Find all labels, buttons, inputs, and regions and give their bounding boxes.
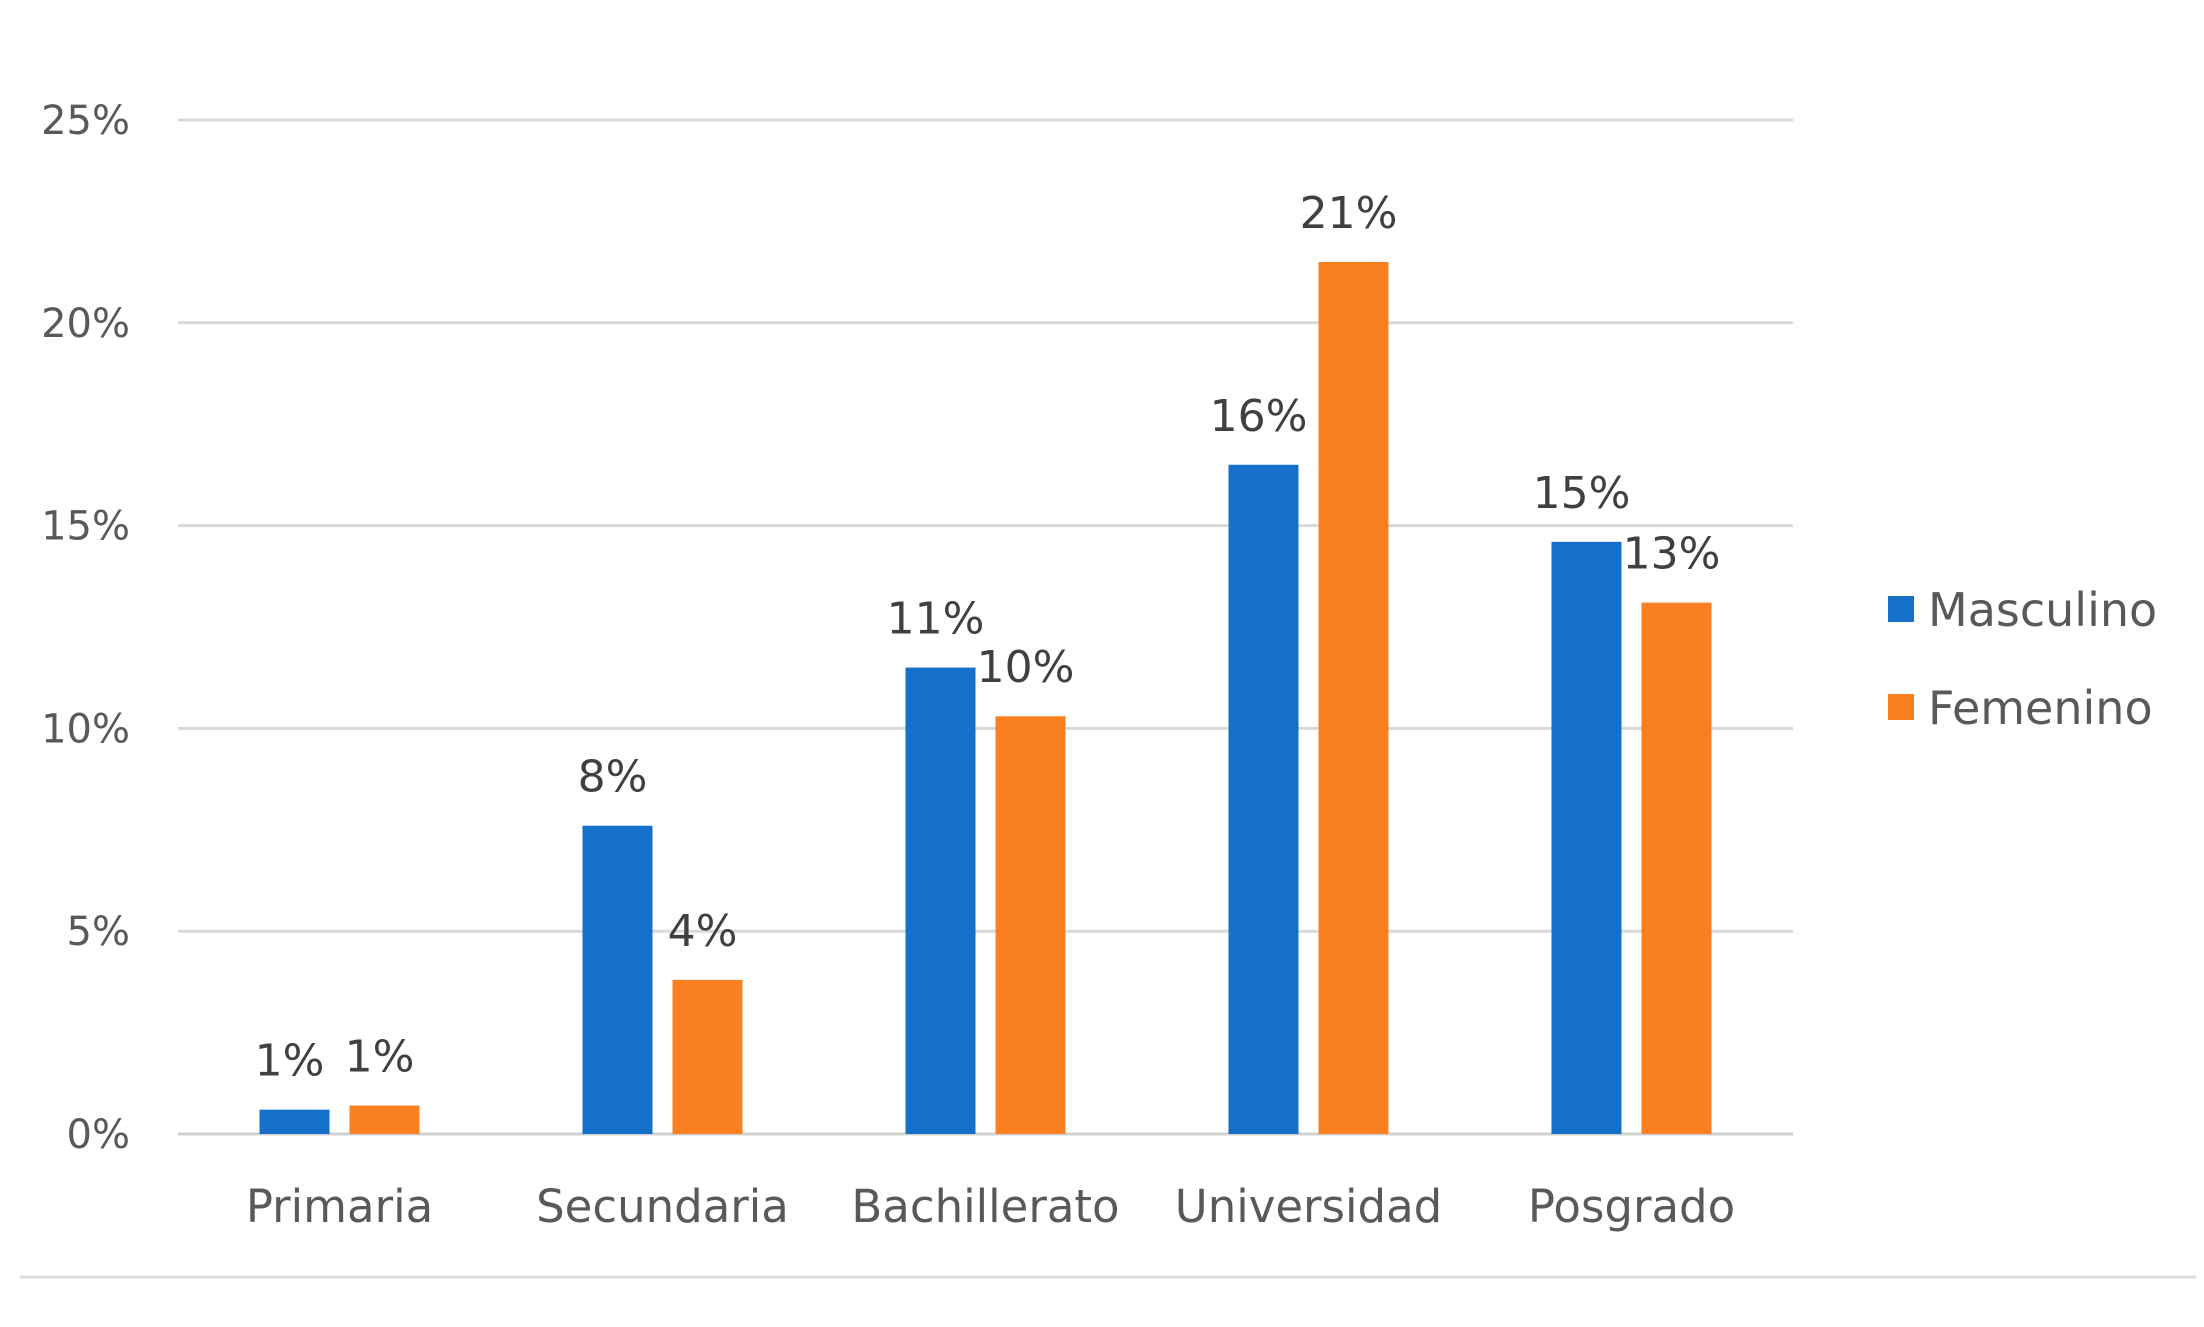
data-label: 1%	[345, 1032, 415, 1083]
y-tick-label: 10%	[41, 706, 130, 752]
bar-femenino-universidad	[1318, 261, 1389, 1135]
legend-swatch-femenino	[1888, 694, 1914, 720]
legend-swatch-masculino	[1888, 596, 1914, 622]
x-category-label: Secundaria	[536, 1180, 789, 1233]
legend-label-femenino: Femenino	[1928, 681, 2153, 735]
gridlines	[178, 118, 1793, 1136]
bar-masculino-primaria	[259, 1109, 330, 1134]
x-category-label: Posgrado	[1528, 1180, 1735, 1233]
data-label: 8%	[578, 752, 648, 803]
data-label: 4%	[668, 906, 738, 957]
bar-masculino-secundaria	[582, 825, 653, 1134]
x-category-label: Universidad	[1175, 1180, 1442, 1233]
bar-femenino-primaria	[349, 1105, 420, 1134]
legend-label-masculino: Masculino	[1928, 583, 2157, 637]
data-label: 10%	[977, 642, 1075, 693]
y-tick-label: 0%	[67, 1112, 130, 1158]
data-label: 21%	[1300, 188, 1398, 239]
bar-masculino-universidad	[1228, 464, 1299, 1134]
y-tick-label: 25%	[41, 98, 130, 144]
x-axis-category-labels: Primaria Secundaria Bachillerato Universida…	[246, 1180, 1735, 1233]
data-label: 13%	[1623, 529, 1721, 580]
y-tick-label: 20%	[41, 301, 130, 347]
data-label: 15%	[1533, 468, 1631, 519]
data-label: 1%	[255, 1036, 325, 1087]
x-category-label: Bachillerato	[851, 1180, 1119, 1233]
legend: Masculino Femenino	[1888, 583, 2157, 735]
y-tick-label: 5%	[67, 909, 130, 955]
data-labels: 1% 1% 8% 4% 11%10% 16% 21% 15% 13%	[255, 188, 1721, 1087]
bar-femenino-posgrado	[1641, 602, 1712, 1134]
bars	[259, 261, 1712, 1135]
bar-femenino-bachillerato	[995, 716, 1066, 1134]
bar-masculino-bachillerato	[905, 667, 976, 1134]
bar-masculino-posgrado	[1551, 541, 1622, 1134]
bar-femenino-secundaria	[672, 979, 743, 1134]
data-label: 16%	[1210, 391, 1308, 442]
x-category-label: Primaria	[246, 1180, 433, 1233]
data-label: 11%	[887, 594, 985, 645]
y-axis-tick-labels: 0% 5% 10% 15% 20% 25%	[41, 98, 130, 1158]
y-tick-label: 15%	[41, 504, 130, 550]
